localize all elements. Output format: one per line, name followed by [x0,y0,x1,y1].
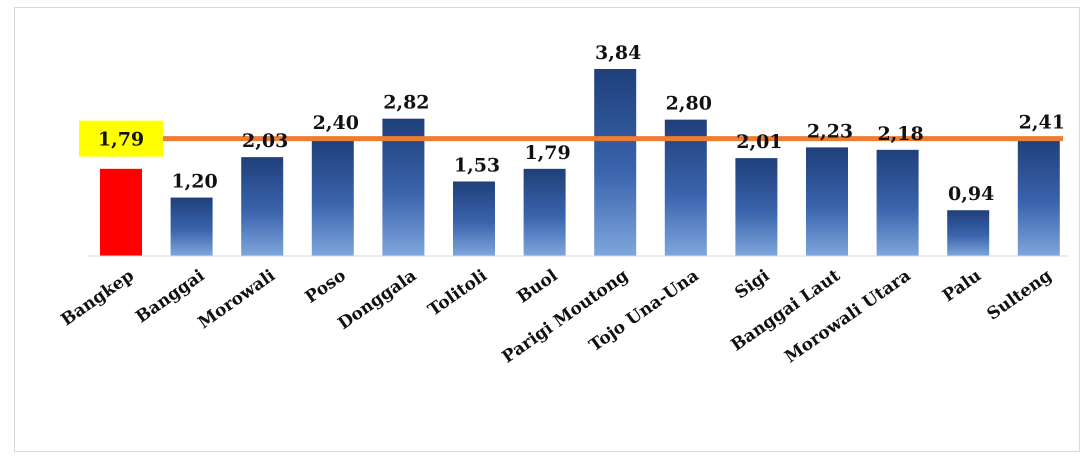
bar-donggala [382,118,425,256]
bar-tojo-una-una [664,119,707,256]
bar-sulteng [1017,138,1060,256]
category-label-sigi: Sigi [731,265,773,303]
bar-poso [311,139,354,256]
value-label-donggala: 2,82 [383,92,429,114]
bar-morowali [241,157,284,256]
bar-palu [947,210,990,256]
value-label-sigi: 2,01 [736,131,782,153]
bar-buol [523,168,566,256]
category-label-tolitoli: Tolitoli [424,265,491,320]
bar-bangkep [100,168,142,256]
value-label-buol: 1,79 [524,142,570,164]
value-label-palu: 0,94 [948,183,994,205]
bar-banggai-laut [806,147,848,256]
value-label-morowali: 2,03 [242,130,288,152]
value-label-sulteng: 2,41 [1019,112,1065,134]
category-label-parigi-moutong: Parigi Moutong [499,266,633,368]
highlight-label-box [79,120,163,157]
bar-banggai [170,197,213,256]
category-label-bangkep: Bangkep [57,266,137,331]
value-label-banggai-laut: 2,23 [807,120,853,142]
value-label-parigi-moutong: 3,84 [595,42,641,64]
category-label-morowali: Morowali [195,265,280,333]
category-label-sulteng: Sulteng [984,266,1056,325]
value-label-tojo-una-una: 2,80 [666,93,712,115]
value-label-bangkep: 1,79 [98,129,144,151]
category-label-palu: Palu [939,266,985,307]
bar-morowali-utara [876,149,919,256]
value-label-morowali-utara: 2,18 [877,123,923,145]
bar-tolitoli [453,181,495,256]
value-label-banggai: 1,20 [171,171,217,193]
bar-sigi [735,158,778,256]
category-label-buol: Buol [514,265,562,307]
value-label-tolitoli: 1,53 [454,154,500,176]
category-label-poso: Poso [302,266,350,308]
bar-parigi-moutong [594,69,637,256]
category-label-morowali-utara: Morowali Utara [781,266,914,368]
value-label-poso: 2,40 [313,112,359,134]
category-label-donggala: Donggala [334,266,420,334]
